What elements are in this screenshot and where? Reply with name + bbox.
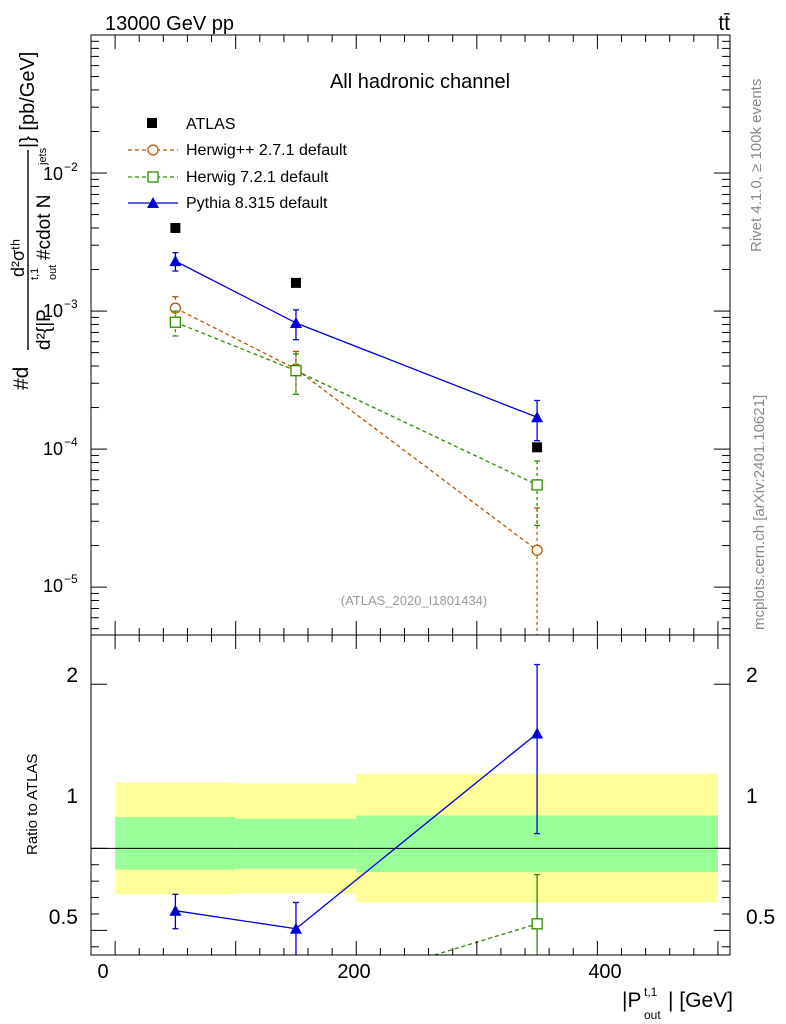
herwig-7-2-1-default-point (290, 365, 302, 377)
legend-herwig7-marker (147, 171, 159, 183)
main-y-ticks (91, 34, 730, 630)
ratio-panel: 2 1 0.5 2 1 0.5 0 200 400 Ratio to ATLAS… (24, 634, 775, 1022)
ratio-ytick-right-1: 1 (746, 785, 758, 808)
herwig-7-2-1-default-ratio-line (434, 923, 538, 956)
pythia-8-315-default-point (289, 316, 302, 328)
ratio-ytick-left-1: 1 (66, 785, 78, 808)
main-x-ticks (114, 35, 719, 635)
ratio-y-axis-label: Ratio to ATLAS (24, 754, 41, 855)
ratio-y-tick-labels: 2 1 0.5 2 1 0.5 (49, 664, 775, 929)
xlabel-p: |P (622, 989, 641, 1012)
legend-pythia-marker (147, 197, 159, 208)
process-label: tt̄ (718, 12, 730, 35)
pythia-8-315-default-point (531, 411, 544, 423)
ylabel-hash-d: #d (10, 367, 33, 390)
xlabel-units: | [GeV] (668, 989, 733, 1012)
pythia-8-315-default-point (169, 904, 182, 916)
main-data-marks (169, 222, 544, 635)
ratio-ticks (91, 635, 730, 955)
x-axis-label: |P t,1 out | [GeV] (622, 985, 733, 1022)
main-panel: 10 −5 10 −4 10 −3 10 −2 All hadronic cha… (8, 34, 731, 636)
xlabel-sup: t,1 (644, 985, 658, 999)
atlas-point (532, 442, 543, 453)
xlabel-sub: out (644, 1008, 661, 1022)
ratio-band-green-1 (235, 818, 357, 869)
ratio-data-marks (169, 663, 544, 956)
ratio-ytick-right-05: 0.5 (746, 906, 775, 929)
ratio-band-green-0 (115, 817, 236, 870)
pythia-8-315-default-line (175, 732, 538, 930)
ytick-1e-4-exp: −4 (64, 435, 78, 449)
pythia-8-315-default-line (175, 260, 538, 418)
herwig-2-7-1-default-point (531, 544, 543, 556)
ylabel-cdot: #cdot N (34, 195, 55, 260)
herwig-7-2-1-default-point (531, 479, 543, 491)
ytick-1e-2-exp: −2 (64, 160, 78, 174)
main-y-axis-label: #d d²σᵗʰ d²{|P t,1 out #cdot N |} [pb/Ge… (8, 52, 59, 390)
mcplots-label: mcplots.cern.ch [arXiv:2401.10621] (751, 395, 768, 630)
ylabel-sup: t,1 (29, 268, 41, 280)
ratio-frame (90, 634, 731, 956)
ylabel-numerator: d²σᵗʰ (8, 239, 28, 277)
atlas-point (170, 222, 181, 233)
ratio-ytick-right-2: 2 (746, 664, 758, 687)
rivet-label: Rivet 4.1.0, ≥ 100k events (748, 79, 765, 252)
ytick-1e-3-exp: −3 (64, 297, 78, 311)
ylabel-sub: out (47, 265, 59, 280)
atlas-point (290, 277, 301, 288)
xtick-200: 200 (337, 961, 370, 983)
legend-pythia-label: Pythia 8.315 default (186, 195, 328, 212)
ylabel-denominator: d²{|P (34, 309, 55, 350)
legend: ATLAS Herwig++ 2.7.1 default Herwig 7.2.… (128, 116, 348, 212)
herwig-2-7-1-default-line (175, 307, 538, 551)
ylabel-jets: jets (37, 147, 49, 166)
ytick-1e-5-base: 10 (43, 576, 63, 596)
pythia-8-315-default-point (531, 727, 544, 739)
ratio-bands (91, 773, 730, 903)
xtick-400: 400 (588, 961, 621, 983)
herwig-7-2-1-default-line (175, 321, 538, 486)
energy-label: 13000 GeV pp (105, 13, 234, 35)
ytick-1e-3-base: 10 (43, 301, 63, 321)
ytick-1e-5-exp: −5 (64, 572, 78, 586)
ytick-1e-4-base: 10 (43, 439, 63, 459)
chart-title: All hadronic channel (330, 71, 510, 93)
ratio-x-tick-labels: 0 200 400 (97, 961, 621, 983)
legend-herwigpp-label: Herwig++ 2.7.1 default (186, 142, 348, 159)
herwig-7-2-1-default-point (169, 316, 182, 328)
ratio-ytick-left-05: 0.5 (49, 906, 78, 929)
herwig-7-2-1-default-point (531, 918, 543, 930)
legend-herwigpp-marker (147, 144, 159, 156)
legend-herwig7-label: Herwig 7.2.1 default (186, 169, 329, 186)
ratio-ytick-left-2: 2 (66, 664, 78, 687)
legend-atlas-label: ATLAS (186, 116, 236, 133)
analysis-watermark: (ATLAS_2020_I1801434) (341, 593, 487, 608)
ylabel-units: |} [pb/GeV] (17, 52, 39, 148)
xtick-0: 0 (97, 961, 108, 983)
pythia-8-315-default-point (289, 922, 302, 934)
legend-atlas-marker (147, 118, 157, 128)
ytick-1e-2-base: 10 (43, 164, 63, 184)
main-y-tick-labels: 10 −5 10 −4 10 −3 10 −2 (43, 160, 78, 596)
pythia-8-315-default-point (169, 255, 182, 267)
